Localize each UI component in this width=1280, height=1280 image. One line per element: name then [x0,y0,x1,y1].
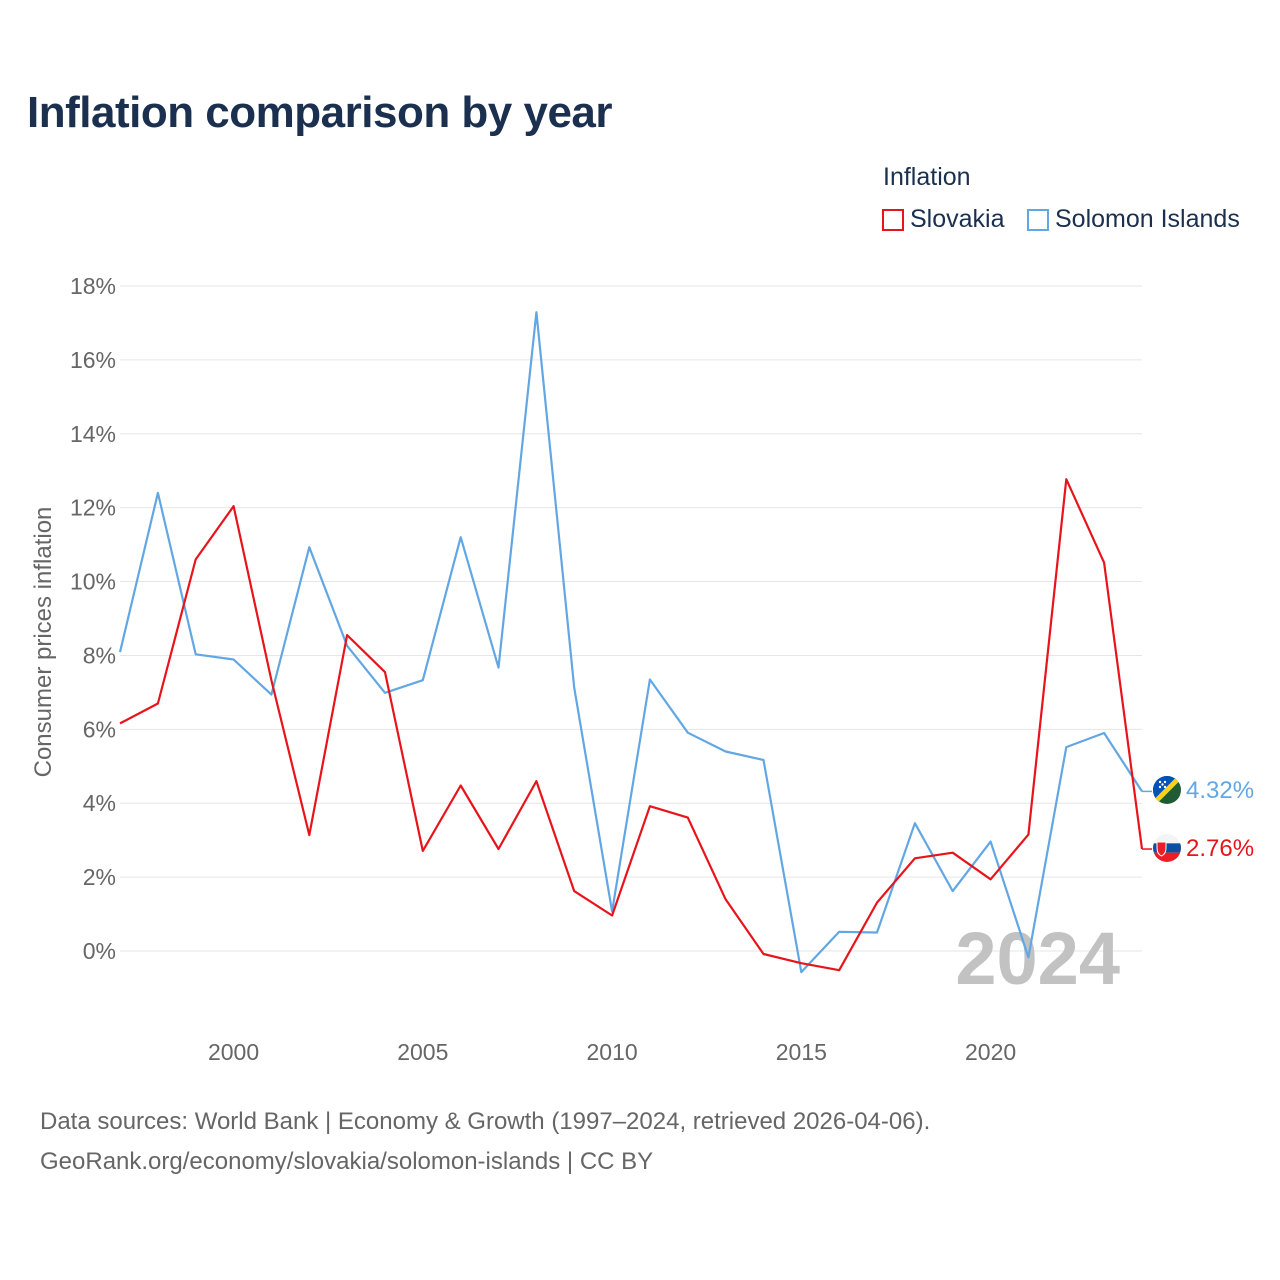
solomon-islands-flag-icon [1153,776,1181,804]
y-tick-label: 2% [83,864,116,890]
series-line-slovakia [119,478,1144,972]
year-watermark: 2024 [955,917,1120,1000]
y-tick-label: 4% [83,790,116,816]
chart-title: Inflation comparison by year [27,88,613,137]
series-line-solomon-islands [118,311,1143,974]
source-line-2: GeoRank.org/economy/slovakia/solomon-isl… [40,1148,654,1175]
y-axis-label: Consumer prices inflation [30,507,57,778]
end-value-label-slovakia: 2.76% [1186,835,1254,862]
y-tick-label: 8% [83,642,116,668]
legend-item-solomon-islands[interactable]: Solomon Islands [1027,205,1240,234]
legend-swatch-solomon-islands [1027,208,1049,231]
legend-title: Inflation [883,163,971,191]
x-tick-label: 2000 [208,1039,259,1065]
x-tick-label: 2020 [965,1039,1016,1065]
y-tick-label: 6% [83,716,116,742]
y-tick-label: 14% [70,421,116,447]
y-tick-label: 0% [83,938,116,964]
legend-item-slovakia[interactable]: Slovakia [882,205,1005,234]
slovakia-flag-icon [1153,834,1181,862]
source-line-1: Data sources: World Bank | Economy & Gro… [40,1108,931,1135]
y-tick-label: 12% [70,495,116,521]
legend-label-solomon-islands: Solomon Islands [1055,205,1240,233]
legend-swatch-slovakia [882,208,904,231]
x-tick-label: 2005 [397,1039,448,1065]
y-tick-label: 18% [70,273,116,299]
x-tick-label: 2015 [776,1039,827,1065]
y-tick-label: 10% [70,569,116,595]
legend-label-slovakia: Slovakia [910,205,1005,233]
end-value-label-solomon-islands: 4.32% [1186,777,1254,804]
y-tick-label: 16% [70,347,116,373]
x-tick-label: 2010 [586,1039,637,1065]
